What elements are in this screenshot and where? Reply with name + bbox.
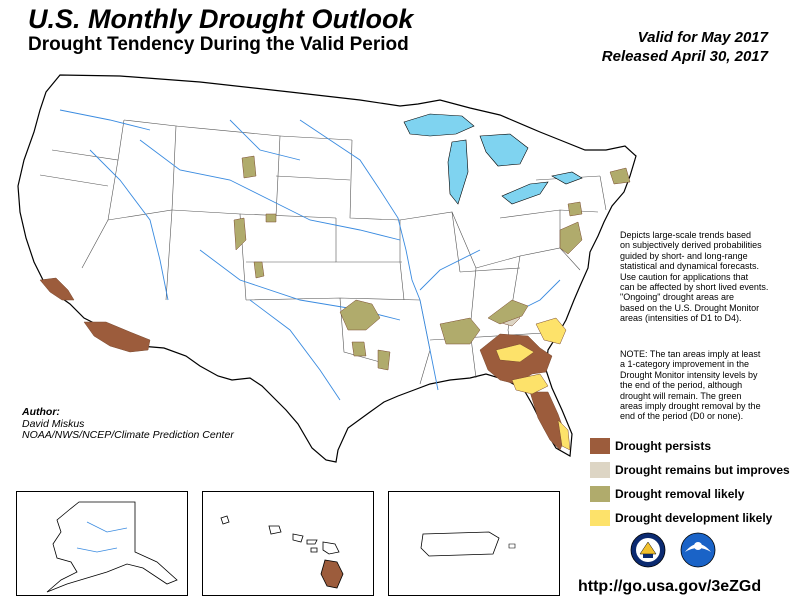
legend-item-removal: Drought removal likely <box>590 482 790 506</box>
great-lakes <box>403 113 583 205</box>
desc-line: Depicts large-scale trends based <box>620 230 752 240</box>
note-line: end of the period (D0 or none). <box>620 411 744 422</box>
legend-item-persists: Drought persists <box>590 434 790 458</box>
removal-va <box>559 221 583 255</box>
drought-areas <box>39 155 631 451</box>
swatch-persists <box>590 438 610 454</box>
page-subtitle: Drought Tendency During the Valid Period <box>28 34 409 55</box>
note-line: NOTE: The tan areas imply at least <box>620 349 761 359</box>
develop-ga <box>495 343 535 363</box>
legend-label: Drought remains but improves <box>615 463 790 477</box>
note-line: a 1-category improvement in the <box>620 359 750 370</box>
swatch-removal <box>590 486 610 502</box>
removal-wy <box>233 217 247 251</box>
author-block: Author: David Miskus NOAA/NWS/NCEP/Clima… <box>22 406 234 442</box>
hawaii-islands <box>220 515 340 555</box>
doc-seal-icon <box>630 532 666 568</box>
note-line: the end of the period, although <box>620 380 743 391</box>
swatch-development <box>590 510 610 526</box>
desc-line: areas (intensities of D1 to D4). <box>620 313 742 324</box>
author-name: David Miskus <box>22 417 85 430</box>
state-boundaries <box>39 119 607 385</box>
puerto-rico-outline <box>420 531 500 557</box>
removal-co <box>253 261 265 279</box>
removal-pa <box>567 201 583 217</box>
persist-az <box>83 321 151 353</box>
removal-tx2 <box>377 349 391 371</box>
desc-line: can be affected by short lived events. <box>620 282 769 293</box>
page-title: U.S. Monthly Drought Outlook <box>28 4 414 34</box>
desc-line: Use caution for applications that <box>620 271 749 282</box>
removal-ga <box>487 299 529 325</box>
removal-wy2 <box>265 213 277 223</box>
note-line: drought will remain. The green <box>620 390 742 401</box>
develop-fl-n <box>511 373 549 395</box>
removal-tx <box>351 341 367 357</box>
legend-item-improves: Drought remains but improves <box>590 458 790 482</box>
note-line: Drought Monitor intensity levels by <box>620 369 758 380</box>
legend-label: Drought persists <box>615 439 712 453</box>
desc-line: statistical and dynamical forecasts. <box>620 261 760 272</box>
note-line: areas imply drought removal by the <box>620 401 761 412</box>
puerto-rico-inset <box>388 491 560 596</box>
author-org: NOAA/NWS/NCEP/Climate Prediction Center <box>22 429 234 441</box>
removal-ok <box>339 299 381 331</box>
legend-label: Drought development likely <box>615 511 773 525</box>
swatch-improves <box>590 462 610 478</box>
removal-ne <box>609 167 631 185</box>
source-url[interactable]: http://go.usa.gov/3eZGd <box>578 578 762 595</box>
desc-line: "Ongoing" drought areas are <box>620 292 734 303</box>
develop-sc <box>535 317 567 345</box>
develop-fl-s <box>557 419 571 451</box>
alaska-inset <box>16 491 188 596</box>
noaa-logo-icon <box>680 532 716 568</box>
released-date: Released April 30, 2017 <box>601 48 768 65</box>
description-text: Depicts large-scale trends based on subj… <box>620 230 780 324</box>
author-label: Author: <box>22 406 60 418</box>
desc-line: on subjectively derived probabilities <box>620 240 762 251</box>
note-text: NOTE: The tan areas imply at least a 1-c… <box>620 349 780 422</box>
legend-item-development: Drought development likely <box>590 506 790 530</box>
alaska-outline <box>46 501 178 593</box>
desc-line: based on the U.S. Drought Monitor <box>620 302 760 313</box>
legend-label: Drought removal likely <box>615 487 745 501</box>
hawaii-inset <box>202 491 374 596</box>
vieques-outline <box>508 543 516 549</box>
alaska-rivers <box>76 521 128 553</box>
valid-period: Valid for May 2017 Released April 30, 20… <box>602 28 768 66</box>
persist-fl <box>529 391 567 451</box>
hawaii-big-island-drought <box>320 559 344 589</box>
removal-al <box>439 317 481 345</box>
valid-for: Valid for May 2017 <box>637 29 768 46</box>
removal-mt <box>241 155 257 179</box>
persist-socal <box>39 277 75 301</box>
rivers <box>59 109 561 401</box>
legend: Drought persists Drought remains but imp… <box>590 434 790 530</box>
desc-line: guided by short- and long-range <box>620 250 748 261</box>
